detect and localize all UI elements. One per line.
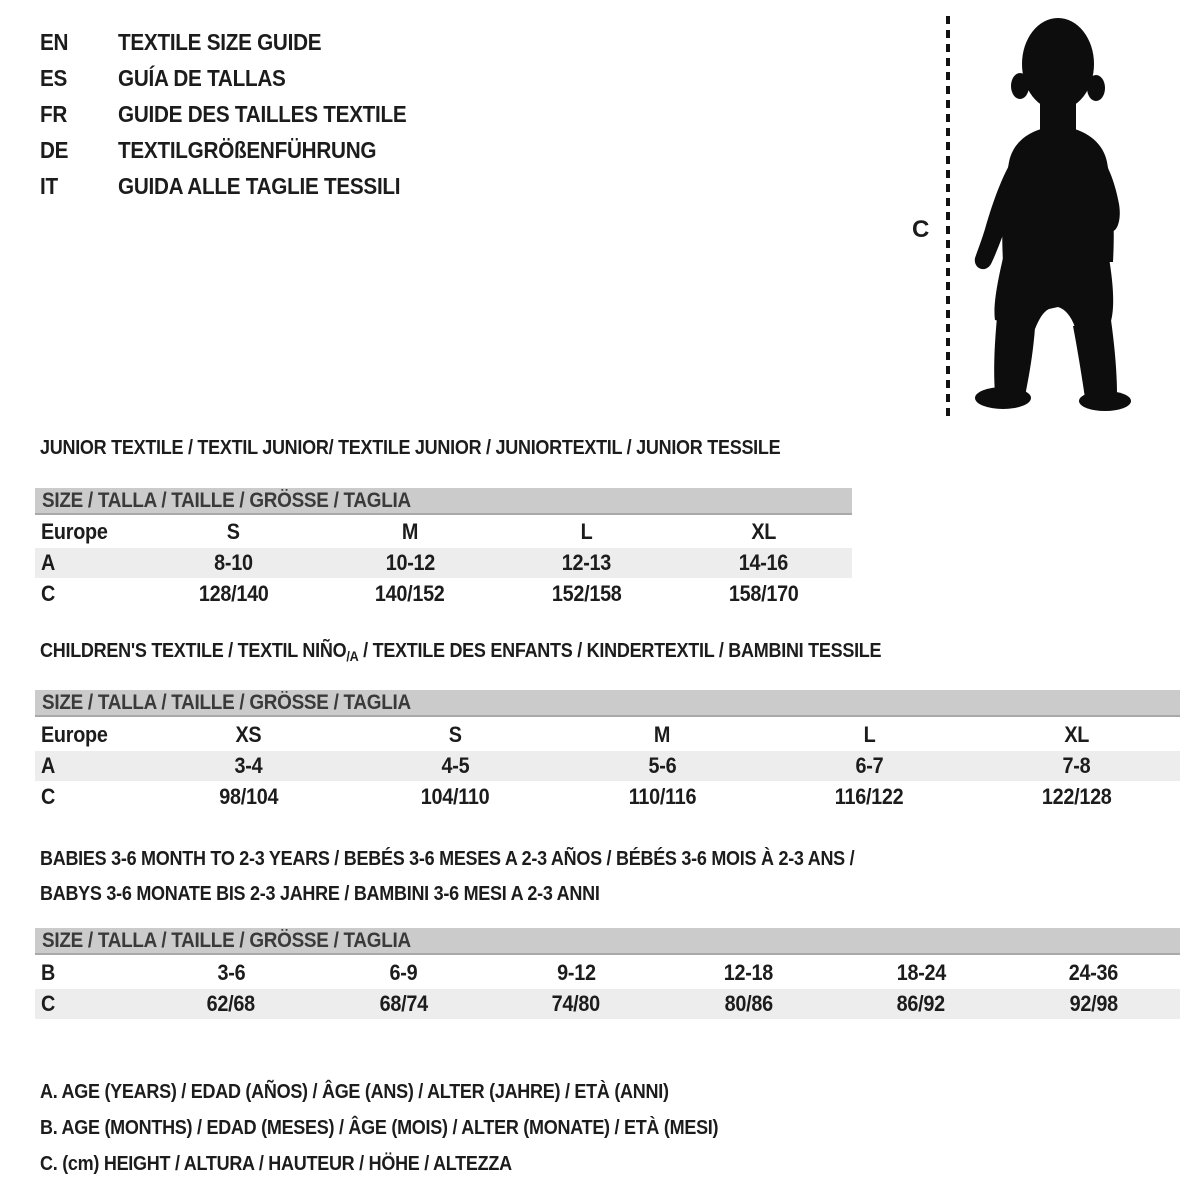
legend-notes: A. AGE (YEARS) / EDAD (AÑOS) / ÂGE (ANS)… <box>40 1074 794 1182</box>
language-row-de: DE TEXTILGRÖßENFÜHRUNG <box>40 132 439 168</box>
junior-section-title: JUNIOR TEXTILE / TEXTIL JUNIOR/ TEXTILE … <box>40 437 781 459</box>
language-row-es: ES GUÍA DE TALLAS <box>40 60 439 96</box>
height-cell: 122/128 <box>1041 784 1112 809</box>
language-row-en: EN TEXTILE SIZE GUIDE <box>40 24 439 60</box>
babies-size-table: B 3-6 6-9 9-12 12-18 18-24 24-36 C 62/68… <box>35 958 1180 1020</box>
size-header-bar: SIZE / TALLA / TAILLE / GRÖSSE / TAGLIA <box>35 928 1180 955</box>
height-cell: 92/98 <box>1069 991 1118 1016</box>
guide-title-it: GUIDA ALLE TAGLIE TESSILI <box>118 172 401 199</box>
height-cell: 62/68 <box>207 991 256 1016</box>
age-cell: 4-5 <box>441 753 470 778</box>
age-cell: 8-10 <box>214 550 253 575</box>
height-cell: 152/158 <box>552 581 622 606</box>
table-row-europe: Europe S M L XL <box>35 517 852 547</box>
age-cell: 12-13 <box>562 550 612 575</box>
junior-size-table: Europe S M L XL A 8-10 10-12 12-13 14-16… <box>35 517 852 610</box>
note-age-months: B. AGE (MONTHS) / EDAD (MESES) / ÂGE (MO… <box>40 1116 719 1139</box>
height-cell: 110/116 <box>628 784 697 809</box>
toddler-silhouette-icon <box>974 18 1131 411</box>
language-code: FR <box>40 100 68 127</box>
table-row-months: B 3-6 6-9 9-12 12-18 18-24 24-36 <box>35 958 1180 988</box>
height-cell: 80/86 <box>724 991 773 1016</box>
months-cell: 3-6 <box>217 960 246 985</box>
size-cell: S <box>449 722 462 747</box>
size-cell: L <box>580 519 593 544</box>
size-cell: S <box>226 519 240 544</box>
row-label: C <box>41 991 56 1016</box>
months-cell: 6-9 <box>389 960 418 985</box>
height-cell: 104/110 <box>421 784 490 809</box>
size-cell: XL <box>751 519 776 544</box>
age-cell: 7-8 <box>1062 753 1091 778</box>
babies-section-title-line1: BABIES 3-6 MONTH TO 2-3 YEARS / BEBÉS 3-… <box>40 848 855 870</box>
language-title-list: EN TEXTILE SIZE GUIDE ES GUÍA DE TALLAS … <box>40 24 439 204</box>
children-section-title: CHILDREN'S TEXTILE / TEXTIL NIÑO/A / TEX… <box>40 640 882 664</box>
size-header-bar: SIZE / TALLA / TAILLE / GRÖSSE / TAGLIA <box>35 690 1180 717</box>
row-label: A <box>41 550 56 575</box>
height-cell: 140/152 <box>375 581 445 606</box>
table-row-age: A 3-4 4-5 5-6 6-7 7-8 <box>35 751 1180 781</box>
children-size-table: Europe XS S M L XL A 3-4 4-5 5-6 6-7 7-8… <box>35 720 1180 813</box>
language-code: EN <box>40 28 69 55</box>
size-header-bar: SIZE / TALLA / TAILLE / GRÖSSE / TAGLIA <box>35 488 852 515</box>
height-cell: 116/122 <box>835 784 904 809</box>
table-row-height: C 62/68 68/74 74/80 80/86 86/92 92/98 <box>35 989 1180 1019</box>
months-cell: 18-24 <box>896 960 947 985</box>
height-cell: 98/104 <box>219 784 278 809</box>
height-cell: 86/92 <box>897 991 946 1016</box>
note-height-cm: C. (cm) HEIGHT / ALTURA / HAUTEUR / HÖHE… <box>40 1152 512 1175</box>
table-row-europe: Europe XS S M L XL <box>35 720 1180 750</box>
nino-a-subscript: /A <box>346 648 359 664</box>
language-code: DE <box>40 136 69 163</box>
babies-section-title-line2: BABYS 3-6 MONATE BIS 2-3 JAHRE / BAMBINI… <box>40 883 600 905</box>
language-code: ES <box>40 64 68 91</box>
table-row-height: C 128/140 140/152 152/158 158/170 <box>35 579 852 609</box>
size-cell: M <box>402 519 419 544</box>
age-cell: 10-12 <box>385 550 435 575</box>
row-label: Europe <box>41 722 108 747</box>
months-cell: 12-18 <box>724 960 774 985</box>
language-row-fr: FR GUIDE DES TAILLES TEXTILE <box>40 96 439 132</box>
age-cell: 3-4 <box>234 753 263 778</box>
row-label: C <box>41 784 56 809</box>
guide-title-de: TEXTILGRÖßENFÜHRUNG <box>118 136 377 163</box>
height-measure-label: C <box>912 216 930 243</box>
age-cell: 5-6 <box>648 753 677 778</box>
table-row-height: C 98/104 104/110 110/116 116/122 122/128 <box>35 782 1180 812</box>
size-cell: XS <box>235 722 262 747</box>
months-cell: 9-12 <box>556 960 596 985</box>
row-label: C <box>41 581 56 606</box>
guide-title-fr: GUIDE DES TAILLES TEXTILE <box>118 100 407 127</box>
height-cell: 68/74 <box>379 991 428 1016</box>
row-label: B <box>41 960 56 985</box>
row-label: A <box>41 753 56 778</box>
row-label: Europe <box>41 519 108 544</box>
height-cell: 128/140 <box>198 581 269 606</box>
size-cell: M <box>654 722 671 747</box>
height-cell: 74/80 <box>552 991 601 1016</box>
language-row-it: IT GUIDA ALLE TAGLIE TESSILI <box>40 168 439 204</box>
guide-title-es: GUÍA DE TALLAS <box>118 64 286 91</box>
guide-title-en: TEXTILE SIZE GUIDE <box>118 28 322 55</box>
size-cell: XL <box>1064 722 1089 747</box>
age-cell: 14-16 <box>738 550 789 575</box>
table-row-age: A 8-10 10-12 12-13 14-16 <box>35 548 852 578</box>
months-cell: 24-36 <box>1069 960 1119 985</box>
height-cell: 158/170 <box>728 581 799 606</box>
height-measure-dashed-line <box>946 16 950 416</box>
note-age-years: A. AGE (YEARS) / EDAD (AÑOS) / ÂGE (ANS)… <box>40 1080 669 1103</box>
language-code: IT <box>40 172 58 199</box>
age-cell: 6-7 <box>855 753 884 778</box>
size-cell: L <box>863 722 876 747</box>
